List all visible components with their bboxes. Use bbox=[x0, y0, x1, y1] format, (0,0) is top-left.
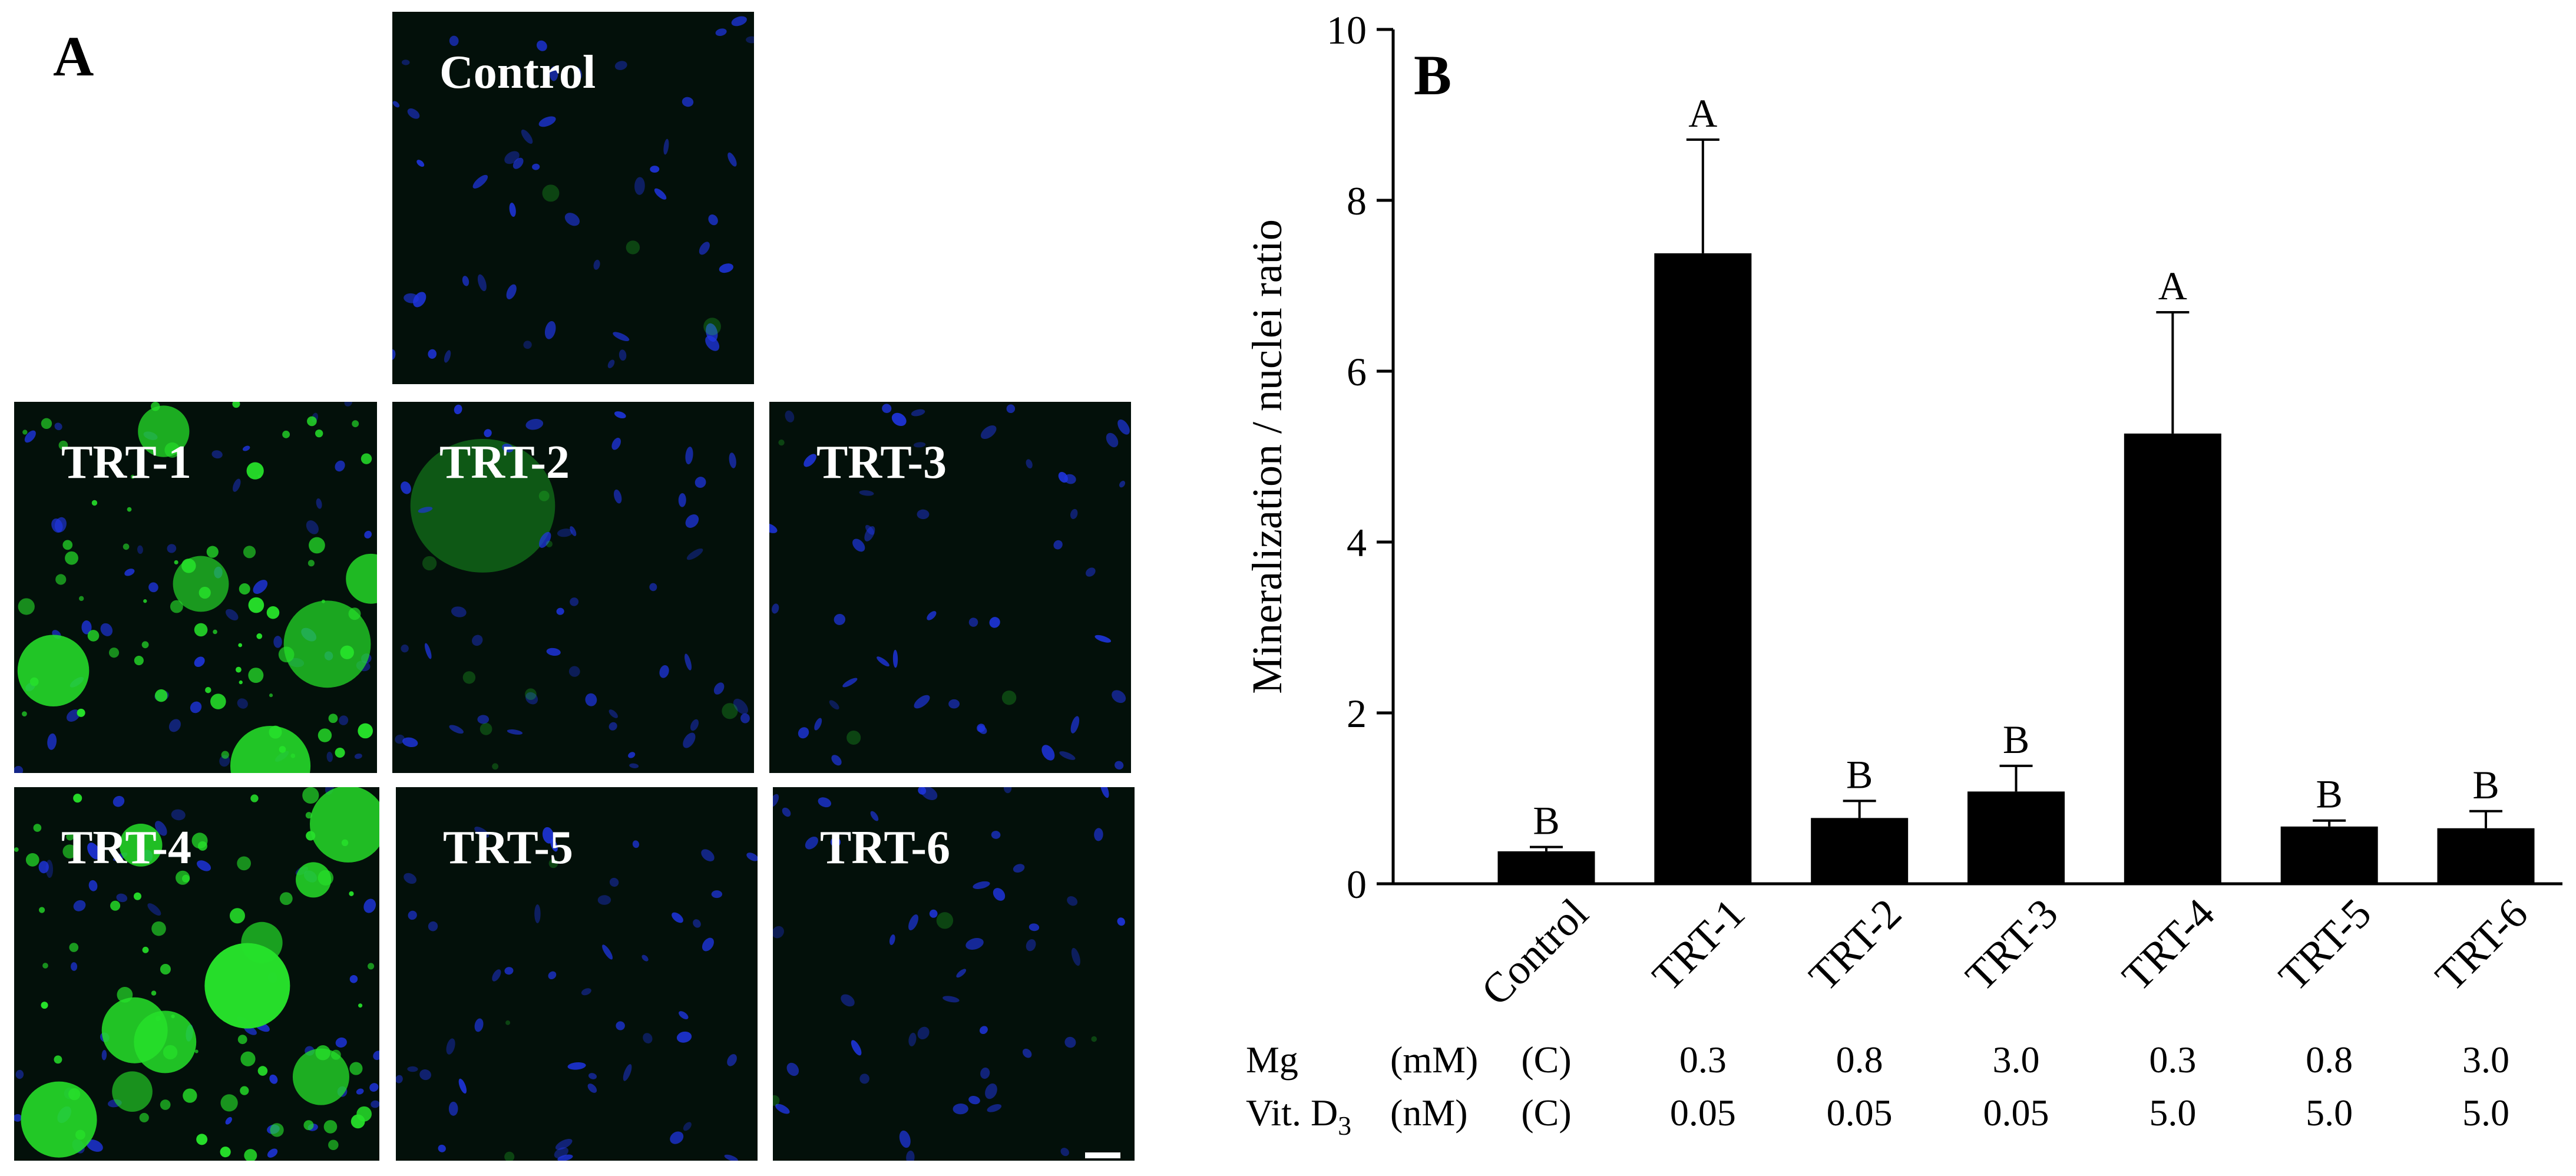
treatment-value: (C) bbox=[1521, 1092, 1571, 1134]
micrograph-trt-2: TRT-2 bbox=[392, 402, 754, 773]
subscript: 3 bbox=[1338, 1111, 1351, 1141]
treatment-row-unit: (nM) bbox=[1390, 1092, 1468, 1134]
panel-b-label: B bbox=[1414, 44, 1451, 107]
y-tick-label: 4 bbox=[1347, 520, 1367, 565]
treatment-value: 0.05 bbox=[1670, 1092, 1736, 1134]
micrograph-trt-6: TRT-6 bbox=[773, 787, 1135, 1161]
treatment-value: 3.0 bbox=[1993, 1039, 2040, 1081]
significance-label: B bbox=[2316, 772, 2342, 817]
significance-label: B bbox=[2472, 762, 2499, 807]
significance-label: A bbox=[2158, 263, 2187, 308]
micrograph-trt-3: TRT-3 bbox=[769, 402, 1131, 773]
fluorescence-texture bbox=[396, 827, 758, 1161]
treatment-row-unit: (mM) bbox=[1390, 1039, 1478, 1081]
x-tick-label: Control bbox=[1472, 890, 1597, 1015]
fluorescence-texture bbox=[395, 404, 750, 770]
micrograph-label: TRT-3 bbox=[816, 437, 947, 488]
treatment-value: 0.3 bbox=[2149, 1039, 2196, 1081]
treatment-value: 0.3 bbox=[1679, 1039, 1727, 1081]
x-tick-label: TRT-4 bbox=[2113, 890, 2223, 1000]
micrograph-label: TRT-5 bbox=[443, 822, 573, 874]
treatment-value: 5.0 bbox=[2149, 1092, 2196, 1134]
micrograph-label: TRT-4 bbox=[61, 822, 191, 874]
micrograph-label: Control bbox=[439, 47, 596, 98]
x-tick-label: TRT-1 bbox=[1644, 890, 1754, 1000]
fluorescence-texture bbox=[773, 787, 1125, 1161]
micrograph-control: Control bbox=[392, 12, 754, 384]
treatment-value: 0.8 bbox=[1836, 1039, 1883, 1081]
bar bbox=[2124, 433, 2221, 884]
bar bbox=[2280, 826, 2378, 884]
treatment-value: 5.0 bbox=[2306, 1092, 2353, 1134]
y-tick-label: 10 bbox=[1327, 8, 1367, 52]
fluorescence-texture bbox=[392, 16, 754, 368]
fluorescence-texture bbox=[14, 402, 377, 773]
treatment-value: 0.8 bbox=[2306, 1039, 2353, 1081]
treatment-value: 5.0 bbox=[2462, 1092, 2509, 1134]
x-tick-label: TRT-5 bbox=[2270, 890, 2380, 1000]
y-tick-label: 2 bbox=[1347, 691, 1367, 736]
y-tick-label: 0 bbox=[1347, 862, 1367, 907]
treatment-value: (C) bbox=[1521, 1039, 1571, 1081]
treatment-value: 0.05 bbox=[1983, 1092, 2049, 1134]
bar bbox=[1967, 791, 2065, 884]
y-tick-label: 6 bbox=[1347, 349, 1367, 394]
fluorescence-texture bbox=[14, 787, 379, 1161]
significance-label: B bbox=[1533, 798, 1559, 843]
treatment-value: 3.0 bbox=[2462, 1039, 2509, 1081]
micrograph-label: TRT-2 bbox=[439, 437, 570, 488]
scale-bar bbox=[1085, 1152, 1120, 1158]
bar bbox=[1497, 851, 1595, 884]
treatment-row-name: Vit. D3 bbox=[1246, 1092, 1351, 1141]
y-tick-label: 8 bbox=[1347, 179, 1367, 223]
panel-a-label: A bbox=[53, 25, 94, 88]
fluorescence-texture bbox=[769, 404, 1130, 770]
bar bbox=[1811, 818, 1909, 884]
x-tick-label: TRT-2 bbox=[1800, 890, 1910, 1000]
micrograph-label: TRT-1 bbox=[61, 437, 191, 488]
treatment-value: 0.05 bbox=[1827, 1092, 1893, 1134]
micrograph-trt-1: TRT-1 bbox=[14, 402, 377, 773]
significance-label: A bbox=[1688, 91, 1717, 136]
x-tick-label: TRT-6 bbox=[2426, 890, 2537, 1000]
micrograph-trt-5: TRT-5 bbox=[396, 787, 758, 1161]
bar bbox=[2437, 828, 2535, 884]
x-tick-label: TRT-3 bbox=[1956, 890, 2066, 1000]
significance-label: B bbox=[2003, 717, 2029, 762]
treatment-row-name: Mg bbox=[1246, 1039, 1298, 1081]
bar bbox=[1654, 253, 1752, 884]
micrograph-trt-4: TRT-4 bbox=[14, 787, 379, 1161]
y-axis-label: Mineralization / nuclei ratio bbox=[1244, 219, 1291, 694]
micrograph-label: TRT-6 bbox=[820, 822, 950, 874]
significance-label: B bbox=[1846, 752, 1873, 797]
